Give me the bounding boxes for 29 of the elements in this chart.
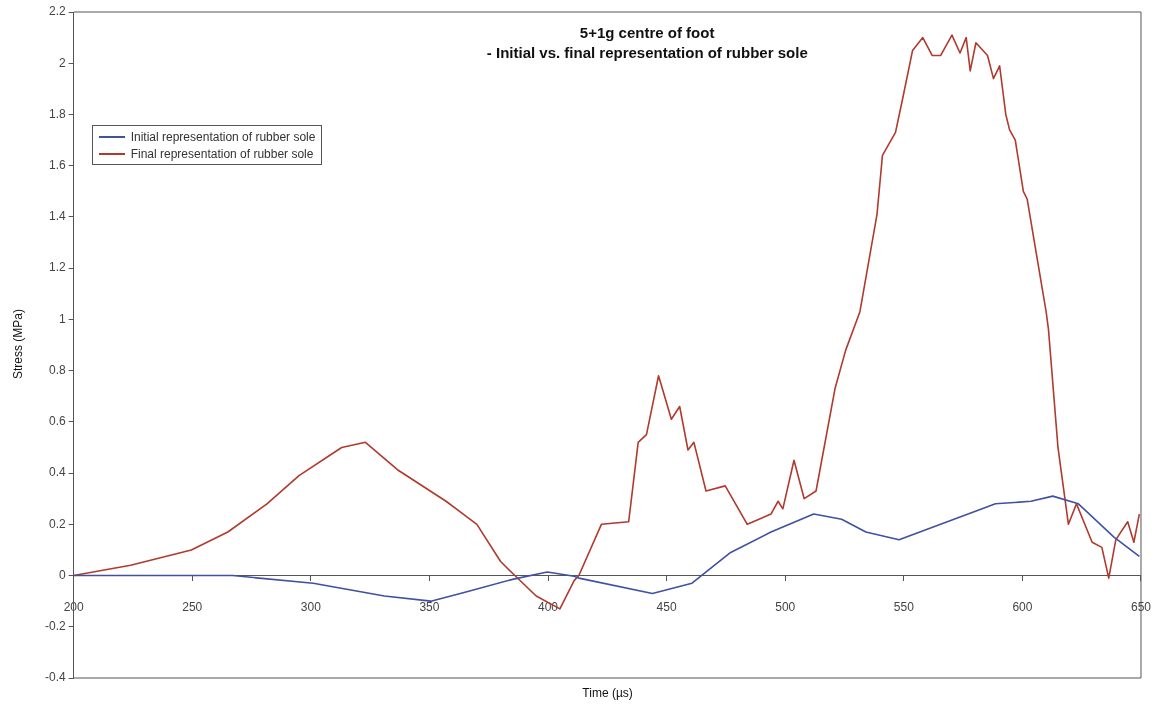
- legend-label: Final representation of rubber sole: [130, 146, 314, 161]
- x-tick-label: 400: [538, 600, 559, 615]
- y-tick-label: 2.2: [48, 4, 66, 19]
- text: - Initial vs. final representation of rubber sole: [486, 44, 808, 61]
- x-tick-label: 600: [1012, 600, 1033, 615]
- y-tick-label: 0.4: [48, 465, 66, 480]
- y-tick-label: -0.2: [44, 619, 66, 634]
- x-tick-label: 450: [656, 600, 677, 615]
- x-tick-label: 550: [893, 600, 915, 615]
- y-tick-label: 1.8: [48, 106, 66, 121]
- text: 5+1g centre of foot: [579, 24, 715, 41]
- y-tick-label: 0.2: [48, 516, 66, 531]
- x-tick-label: 650: [1130, 600, 1152, 615]
- y-tick-label: 0: [58, 567, 66, 582]
- y-tick-label: 0.6: [48, 414, 66, 429]
- x-axis-title: Time (µs): [582, 686, 633, 700]
- x-tick-label: 300: [300, 600, 322, 615]
- y-tick-label: -0.4: [44, 670, 66, 685]
- x-tick-label: 350: [419, 600, 440, 615]
- x-tick-label: 500: [775, 600, 796, 615]
- y-tick-label: 1.4: [48, 209, 66, 224]
- y-tick-label: 2: [58, 55, 66, 70]
- y-tick-label: 1: [58, 311, 66, 326]
- y-axis-title: Stress (MPa): [11, 308, 26, 380]
- y-tick-label: 0.8: [48, 362, 66, 377]
- y-tick-label: 1.6: [48, 158, 66, 172]
- legend-label: Initial representation of rubber sole: [130, 129, 316, 144]
- y-tick-label: 1.2: [48, 260, 66, 275]
- x-tick-label: 250: [182, 600, 203, 615]
